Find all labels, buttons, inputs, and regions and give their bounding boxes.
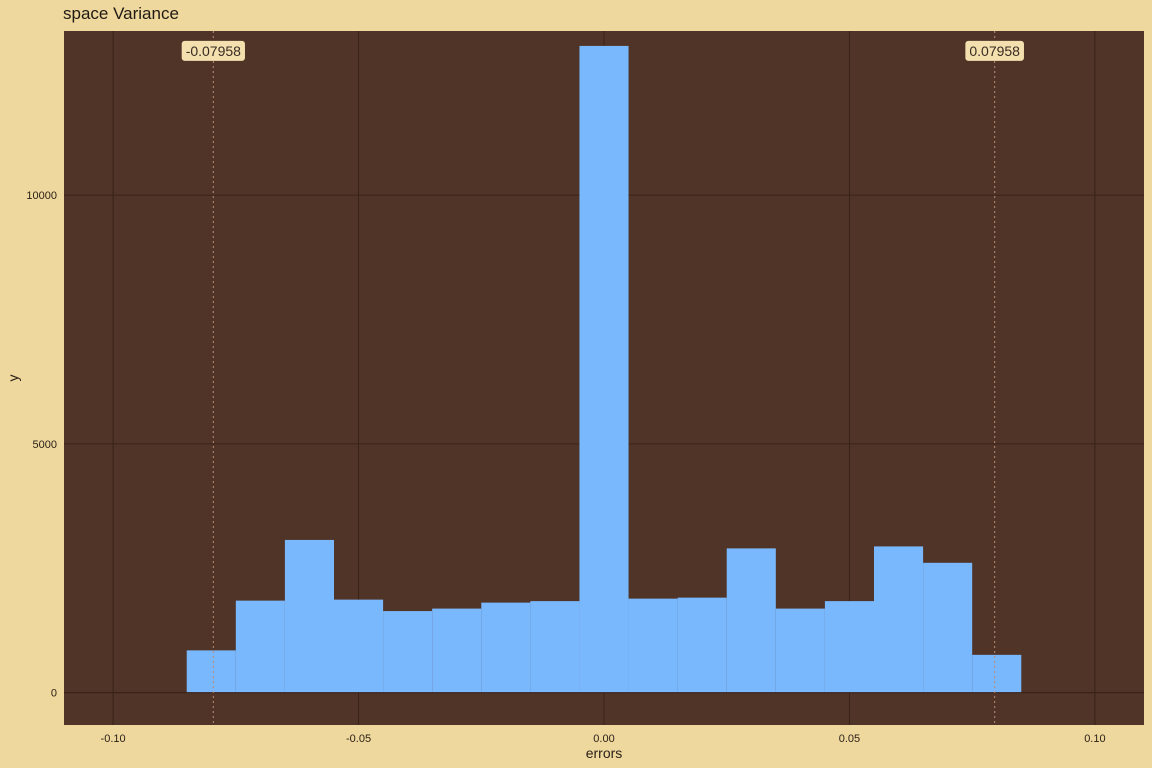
y-axis-title: y: [5, 375, 21, 382]
histogram-bar: [874, 546, 924, 693]
x-tick-label: 0.00: [593, 733, 614, 745]
annotation-label: -0.07958: [181, 40, 245, 61]
histogram-bar: [824, 601, 874, 693]
y-axis-ticks: 0 5000 10000: [26, 190, 57, 699]
histogram-bar: [628, 598, 678, 693]
histogram-bar: [186, 650, 236, 693]
histogram-bar: [972, 654, 1022, 693]
histogram-bar: [726, 548, 776, 693]
histogram-bar: [334, 599, 384, 693]
histogram-bar: [383, 611, 433, 693]
histogram-bar: [481, 602, 531, 693]
histogram-bar: [432, 608, 482, 693]
histogram-bar: [284, 539, 334, 693]
annotation-labels: -0.07958 0.07958: [181, 40, 1024, 61]
chart-title: space Variance: [63, 4, 179, 23]
histogram-bars: [64, 45, 1144, 694]
histogram-bar: [923, 562, 973, 693]
x-tick-label: 0.10: [1084, 733, 1105, 745]
histogram-bar: [530, 601, 580, 693]
x-axis-title: errors: [586, 745, 623, 761]
annotation-label: 0.07958: [965, 40, 1024, 61]
histogram-bar: [677, 597, 727, 693]
annotation-text: 0.07958: [969, 43, 1020, 59]
reference-lines: [212, 31, 996, 725]
y-tick-label: 5000: [33, 439, 57, 451]
annotation-box: [965, 40, 1024, 61]
annotation-box: [181, 40, 245, 61]
x-tick-label: -0.10: [101, 733, 126, 745]
histogram-bar: [235, 600, 285, 693]
y-tick-label: 0: [51, 688, 57, 700]
x-axis-ticks: -0.10 -0.05 0.00 0.05 0.10: [101, 733, 1106, 745]
histogram-bar: [775, 608, 825, 693]
x-tick-label: 0.05: [839, 733, 860, 745]
histogram-bar: [579, 45, 629, 693]
annotation-text: -0.07958: [186, 43, 241, 59]
x-tick-label: -0.05: [346, 733, 371, 745]
y-tick-label: 10000: [26, 190, 57, 202]
